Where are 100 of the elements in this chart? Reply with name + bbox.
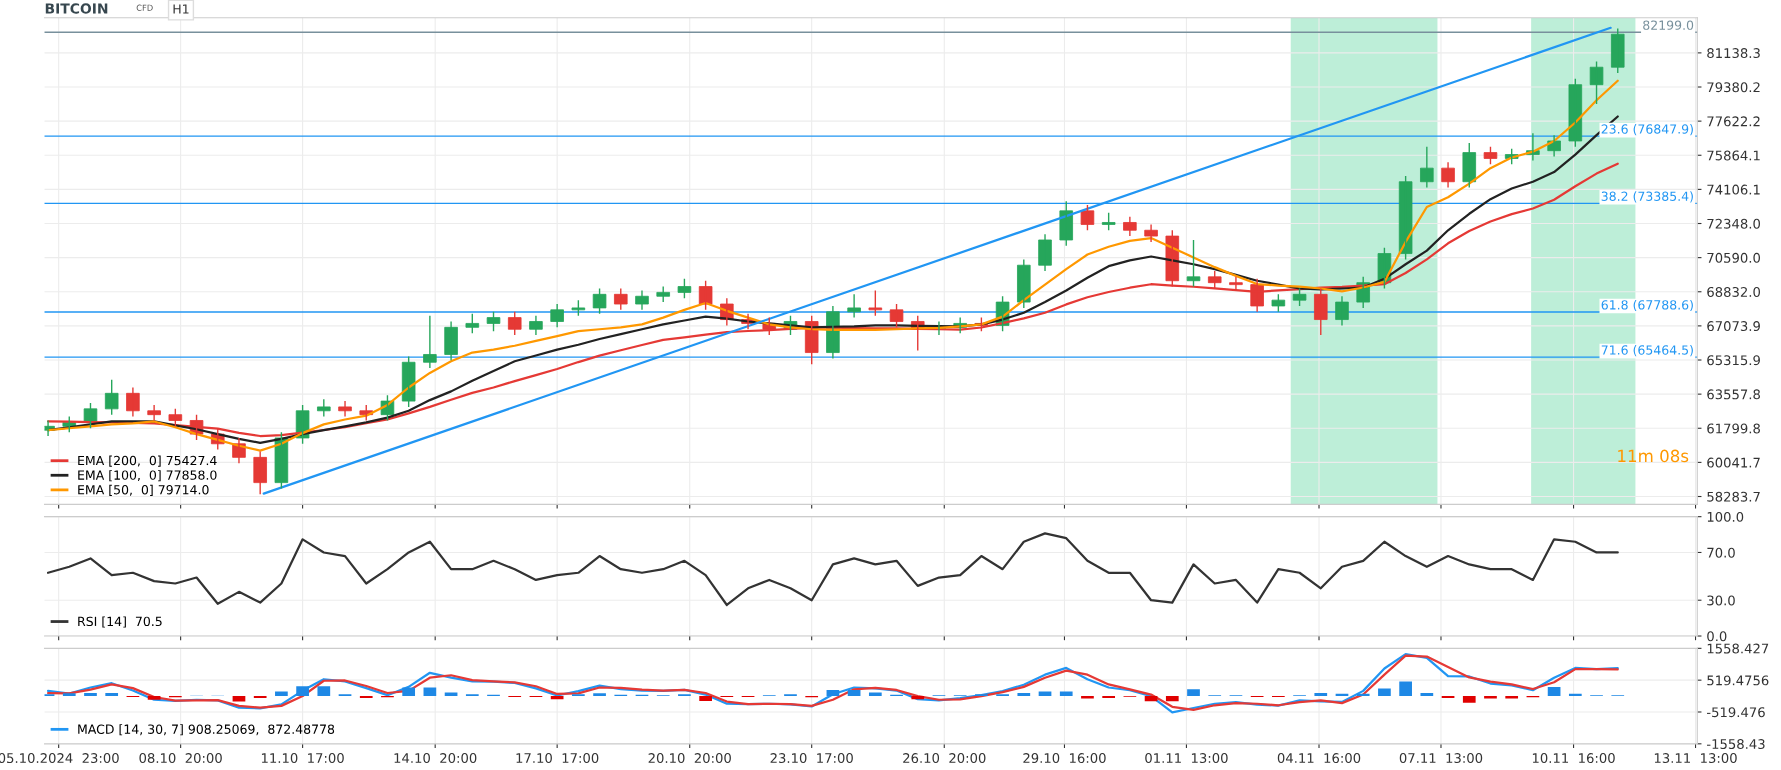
y-tick-label: 63557.8: [1707, 389, 1760, 400]
x-tick-label: 04.11 16:00: [1277, 753, 1361, 764]
candlestick: [507, 311, 522, 336]
bar: [62, 693, 76, 697]
ref-line-label: 38.2 (73385.4): [1601, 191, 1693, 203]
candlestick: [868, 289, 883, 317]
bar: [1187, 689, 1200, 697]
candlestick: [1038, 233, 1052, 272]
y-tick-label: 65315.9: [1707, 355, 1760, 366]
line-series: [46, 532, 1619, 607]
legend-label: MACD [14, 30, 7] 908.25069, 872.48778: [78, 724, 335, 736]
y-tick-label: 70590.0: [1707, 252, 1761, 263]
bar: [699, 696, 712, 701]
bar: [84, 693, 97, 697]
y-tick-label: 58283.7: [1707, 491, 1760, 502]
candlestick: [529, 314, 543, 336]
bar: [296, 686, 309, 697]
candlestick: [1398, 175, 1413, 261]
bar: [847, 689, 861, 697]
candlestick: [465, 313, 480, 334]
x-tick-label: 07.11 13:00: [1399, 753, 1483, 764]
candlestick: [1441, 161, 1455, 189]
candlestick: [614, 287, 628, 311]
bar: [1017, 693, 1031, 697]
y-tick-label: -519.476: [1706, 707, 1765, 718]
bar: [232, 696, 246, 702]
x-tick-label: 08.10 20:00: [139, 753, 222, 764]
bar: [1484, 696, 1497, 699]
x-tick-label: 13.11 13:00: [1654, 753, 1737, 764]
y-tick-label: 30.0: [1707, 595, 1735, 606]
candlestick: [1335, 295, 1349, 327]
legend-label: EMA [50, 0] 79714.0: [78, 484, 209, 496]
x-tick-label: 11.10 17:00: [261, 753, 344, 764]
bar: [1420, 693, 1434, 697]
y-tick-label: 79380.2: [1707, 82, 1760, 93]
bar: [911, 696, 925, 700]
legend-label: EMA [100, 0] 77858.0: [78, 470, 217, 482]
x-tick-label: 17.10 17:00: [516, 753, 599, 764]
bar: [593, 693, 606, 697]
y-tick-label: 81138.3: [1707, 48, 1760, 59]
candlestick: [592, 287, 607, 315]
bar: [1038, 691, 1052, 697]
x-tick-label: 14.10 20:00: [394, 753, 477, 764]
candlestick: [317, 398, 331, 418]
candlestick: [104, 379, 119, 416]
x-tick-label: 23.10 17:00: [770, 753, 853, 764]
candlestick: [1314, 287, 1328, 336]
x-tick-label: 26.10 20:00: [903, 753, 986, 764]
candlestick: [147, 404, 161, 422]
y-tick-label: 0.0: [1707, 631, 1727, 642]
candlestick: [423, 314, 437, 369]
candlestick: [1144, 223, 1158, 243]
bar: [1081, 696, 1094, 699]
bar: [868, 692, 882, 697]
ref-line-label: 61.8 (67788.6): [1601, 299, 1693, 312]
bar: [275, 691, 288, 697]
bar: [1399, 681, 1412, 697]
bar: [1314, 693, 1328, 697]
candlestick: [1080, 204, 1095, 231]
candlestick: [1568, 78, 1583, 148]
y-tick-label: 75864.1: [1707, 150, 1760, 161]
candlestick: [635, 289, 649, 311]
x-tick-label: 29.10 16:00: [1023, 753, 1106, 764]
bar: [105, 693, 119, 697]
bar: [550, 696, 564, 700]
candlestick: [401, 355, 416, 408]
candlestick: [1420, 146, 1434, 189]
candlestick: [677, 278, 692, 299]
legend-label: EMA [200, 0] 75427.4: [78, 455, 217, 467]
chart-title: BITCOIN: [45, 3, 108, 14]
x-tick-label: 01.11 13:00: [1145, 753, 1228, 764]
y-tick-label: 100.0: [1707, 511, 1744, 522]
candlestick: [889, 303, 904, 329]
candlestick: [847, 293, 861, 319]
text: H1: [173, 4, 189, 14]
y-tick-label: 72348.0: [1707, 218, 1761, 229]
candlestick: [698, 280, 713, 311]
ref-line-label: 82199.0: [1643, 20, 1694, 30]
bar: [317, 686, 331, 697]
y-tick-label: 67073.9: [1707, 321, 1760, 332]
y-tick-label: 519.4756: [1707, 675, 1769, 686]
candlestick: [338, 400, 352, 418]
x-tick-label: 10.11 16:00: [1532, 753, 1615, 764]
bar: [147, 696, 161, 700]
y-tick-label: -1558.43: [1706, 739, 1765, 750]
ref-line-label: 23.6 (76847.9): [1601, 124, 1693, 136]
bar: [1165, 696, 1179, 702]
y-tick-label: 68832.0: [1707, 286, 1761, 297]
bar: [826, 689, 840, 697]
y-tick-label: 61799.8: [1707, 423, 1760, 434]
y-tick-label: 74106.1: [1707, 184, 1760, 195]
bar: [1144, 696, 1158, 702]
bar: [1059, 691, 1073, 697]
candlestick: [550, 303, 564, 329]
bar: [444, 692, 458, 697]
candlestick: [1059, 200, 1074, 247]
candlestick: [1462, 142, 1477, 189]
candlestick: [486, 311, 501, 332]
y-tick-label: 60041.7: [1707, 457, 1760, 468]
x-tick-label: 20.10 20:00: [648, 753, 731, 764]
